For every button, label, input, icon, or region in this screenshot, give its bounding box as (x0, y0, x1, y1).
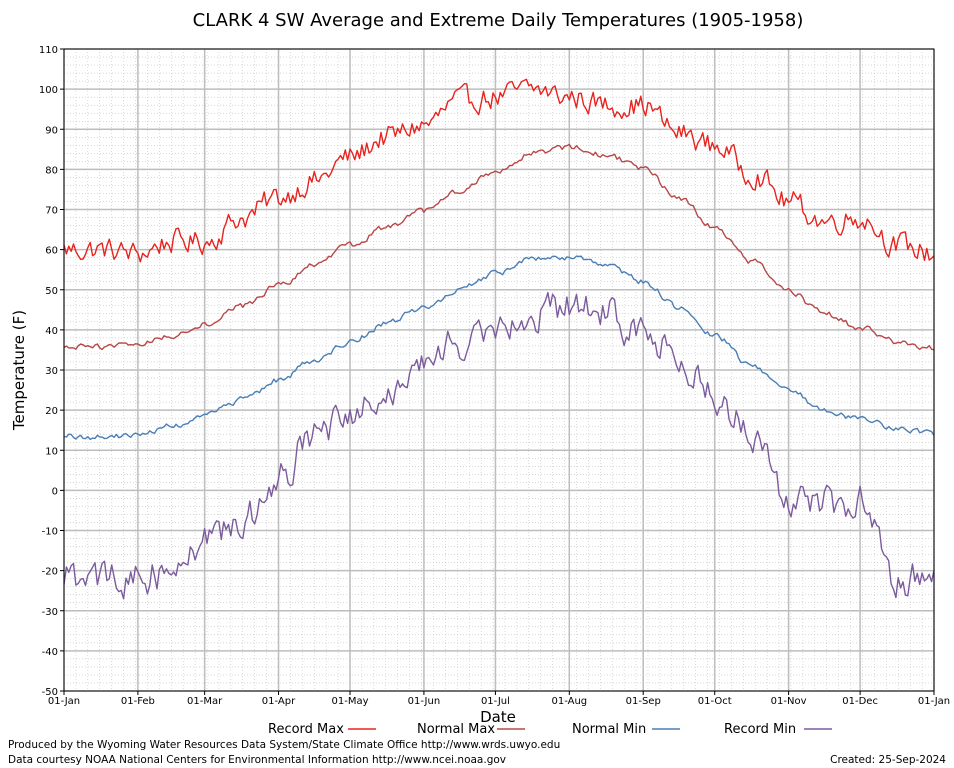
x-tick-label: 01-Feb (121, 696, 155, 707)
y-tick-label: 0 (52, 486, 58, 497)
legend: Record Max Normal Max Normal Min Record Min (268, 722, 832, 737)
series-line-record-min (63, 291, 935, 600)
x-tick-label: 01-Sep (626, 696, 661, 707)
x-tick-label: 01-Jul (481, 696, 510, 707)
series-line-normal-max (63, 143, 935, 351)
y-tick-label: 70 (45, 206, 58, 217)
legend-label: Record Max (268, 722, 344, 737)
footer-credit-line2: Data courtesy NOAA National Centers for … (8, 754, 506, 766)
x-tick-label: 01-Nov (771, 696, 807, 707)
x-tick-label: 01-Dec (842, 696, 878, 707)
y-tick-label: 30 (45, 366, 58, 377)
x-tick-label: 01-Apr (262, 696, 296, 707)
footer-credit-line1: Produced by the Wyoming Water Resources … (8, 739, 560, 751)
x-tick-label: 01-Oct (698, 696, 732, 707)
footer-created-date: Created: 25-Sep-2024 (830, 754, 946, 766)
y-tick-label: 110 (39, 45, 58, 56)
y-tick-label: -40 (42, 647, 58, 658)
x-axis-title: Date (480, 708, 516, 726)
y-tick-label: -30 (42, 607, 58, 618)
x-tick-label: 01-Mar (187, 696, 223, 707)
series-lines (63, 78, 935, 600)
x-tick-label: 01-Aug (551, 696, 587, 707)
legend-label: Normal Min (572, 722, 646, 737)
x-axis-ticks: 01-Jan 01-Feb 01-Mar 01-Apr 01-May 01-Jun 01-J… (48, 691, 950, 707)
legend-label: Normal Max (417, 722, 495, 737)
y-tick-label: 80 (45, 165, 58, 176)
x-tick-label: 01-May (332, 696, 369, 707)
legend-label: Record Min (724, 722, 796, 737)
y-tick-label: 90 (45, 125, 58, 136)
y-axis-title: Temperature (F) (10, 310, 28, 431)
series-line-normal-min (63, 255, 935, 441)
y-tick-label: 50 (45, 286, 58, 297)
y-tick-label: 40 (45, 326, 58, 337)
x-tick-label: 01-Jun (408, 696, 441, 707)
x-tick-label: 01-Jan (48, 696, 80, 707)
y-tick-label: 100 (39, 85, 58, 96)
y-tick-label: 60 (45, 246, 58, 257)
chart-title: CLARK 4 SW Average and Extreme Daily Tem… (193, 10, 804, 31)
y-tick-label: -20 (42, 567, 58, 578)
y-tick-label: 10 (45, 446, 58, 457)
y-tick-label: -10 (42, 527, 58, 538)
y-tick-label: -50 (42, 687, 58, 698)
y-tick-label: 20 (45, 406, 58, 417)
series-line-record-max (63, 78, 935, 263)
x-tick-label: 01-Jan (918, 696, 950, 707)
